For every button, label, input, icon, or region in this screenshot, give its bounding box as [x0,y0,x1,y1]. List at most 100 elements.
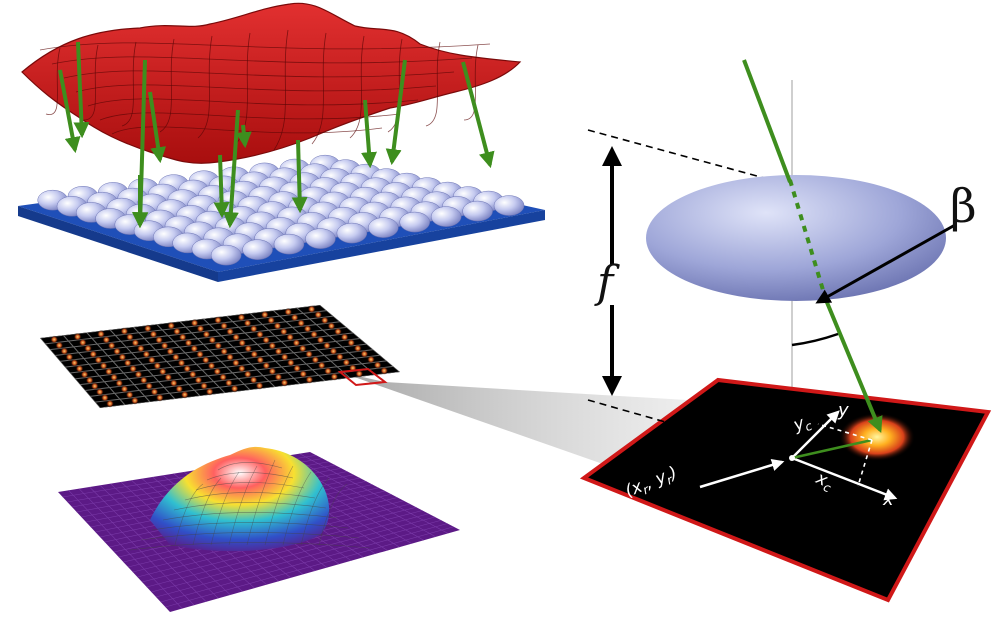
grid-spot [293,364,302,373]
peak-line [246,459,276,546]
normal-arrow [73,41,90,139]
grid-spot [201,356,210,365]
grid-line [99,371,400,408]
wavefront-line [87,98,419,107]
grid-spot [95,387,104,396]
normal-arrow [58,69,81,154]
surface-line [160,523,448,603]
grid-spot [188,370,197,379]
peak-line [192,477,222,546]
grid-spot [171,353,180,362]
lenslet-dome [462,200,493,222]
grid-spot [238,338,247,347]
peak-line [140,532,360,541]
lenslet-dome [305,228,336,249]
highlighted-cell [337,367,388,387]
grid-spot [230,384,239,393]
grid-spot [335,352,344,361]
grid-spot [125,333,134,342]
peak-line [210,471,240,546]
lenslet-dome [368,217,399,238]
grid-spot [147,356,156,365]
grid-spot [180,390,189,399]
outgoing-ray [824,299,883,433]
wavefront-line [197,35,213,139]
grid-spot [150,387,159,396]
centroid-vector [791,438,873,460]
grid-spot [214,316,223,325]
normal-arrow [213,154,230,219]
grid-spot [175,384,184,393]
peak-line [129,542,371,551]
grid-spot [160,341,169,350]
grid-spot [167,321,176,330]
grid-spot [284,307,293,316]
grid-spot [256,355,265,364]
grid-spot [155,335,164,344]
grid-spot [314,310,323,319]
grid-spot [226,353,235,362]
grid-spot [129,364,138,373]
peak-line [206,472,294,481]
grid-spot [55,341,64,350]
grid-spot [286,333,295,342]
wavefront-line [111,126,383,135]
grid-spot [143,324,152,333]
grid-spot [255,381,264,390]
grid-spot [142,350,151,359]
normal-arrow [361,99,377,169]
grid-spot [274,347,283,356]
grid-spot [219,373,228,382]
grid-line [89,360,387,397]
grid-spot [169,379,178,388]
grid-spot [207,361,216,370]
grid-spot [100,393,109,402]
grid-spot [158,367,167,376]
reference-arrow [699,458,785,489]
beta-angle-arc [791,332,839,347]
grid-spot [94,355,103,364]
grid-spot [102,335,111,344]
ray-through-lens [788,179,828,301]
grid-spot [340,333,349,342]
grid-spot [65,353,74,362]
grid-spot [330,372,339,381]
grid-spot [232,333,241,342]
grid-spot [208,336,217,345]
grid-spot [268,341,277,350]
lenslet-domes [37,154,525,266]
grid-spot [317,361,326,370]
peak-line [264,465,294,546]
grid-spot [164,373,173,382]
grid-spot [104,367,113,376]
grid-spot [262,336,271,345]
sensor-x-label: x [882,489,894,510]
grid-spot [237,364,246,373]
grid-spot [260,310,269,319]
grid-spot [145,382,154,391]
intensity-surface [58,446,460,612]
peak-line [282,471,312,546]
sensor-y-axis [791,410,840,459]
grid-spot [310,330,319,339]
grid-spot [139,376,148,385]
grid-spot [85,376,94,385]
wavefront-line [45,47,61,115]
grid-spot [194,376,203,385]
wavefront-line [159,38,175,133]
distorted-wavefront [21,2,522,164]
grid-spot [316,336,325,345]
grid-spot [224,378,233,387]
grid-spot [220,321,229,330]
lenslet-dome [210,244,242,266]
centroid-dashed-y [817,423,873,441]
grid-spot [353,344,362,353]
grid-spot [305,350,314,359]
grid-spot [190,318,199,327]
grid-spot [149,330,158,339]
peak-line [217,462,283,471]
normal-arrow [291,139,308,214]
grid-spot [322,341,331,350]
wavefront-normal-arrows [58,41,495,229]
